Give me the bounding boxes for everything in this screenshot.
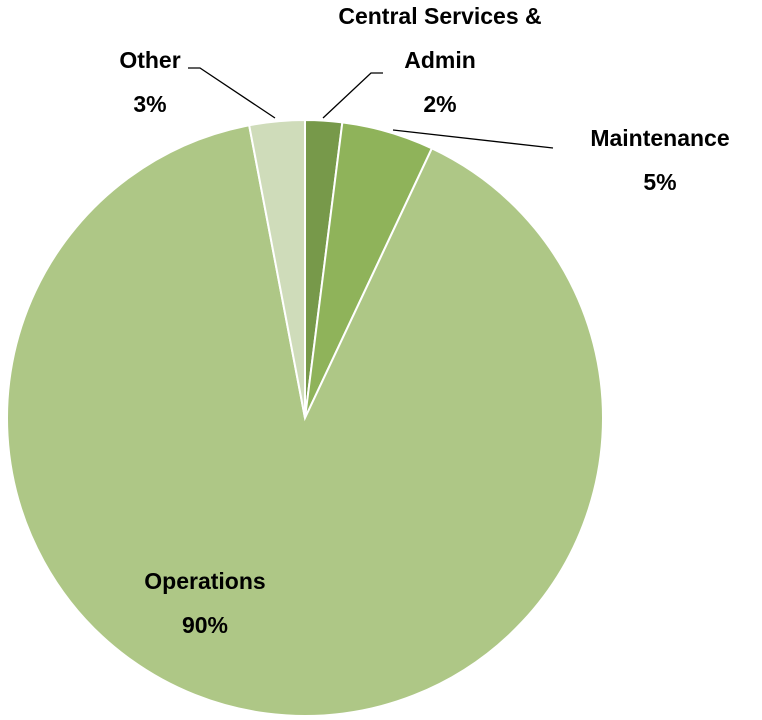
value-label: 3% xyxy=(133,91,166,117)
category-label-line: Central Services & xyxy=(338,3,541,29)
leader-line xyxy=(392,129,554,149)
category-label: Operations xyxy=(144,568,265,594)
leader-line xyxy=(188,67,276,119)
category-label: Maintenance xyxy=(590,125,729,151)
value-label: 5% xyxy=(643,169,676,195)
value-label: 90% xyxy=(182,612,228,638)
data-label: Maintenance 5% xyxy=(590,125,729,195)
value-label: 2% xyxy=(423,91,456,117)
category-label-line: Other xyxy=(119,47,180,73)
category-label: Other xyxy=(119,47,180,73)
category-label-line: Maintenance xyxy=(590,125,729,151)
category-label: Central Services & Admin xyxy=(338,3,541,73)
data-label: Other 3% xyxy=(119,47,180,117)
pie-slice xyxy=(247,118,306,419)
data-label: Central Services & Admin 2% xyxy=(338,3,541,117)
leader-line xyxy=(322,72,383,119)
pie xyxy=(6,118,604,717)
category-label-line: Admin xyxy=(404,47,476,73)
pie-slice xyxy=(6,124,604,717)
data-label: Operations 90% xyxy=(144,568,265,638)
category-label-line: Operations xyxy=(144,568,265,594)
